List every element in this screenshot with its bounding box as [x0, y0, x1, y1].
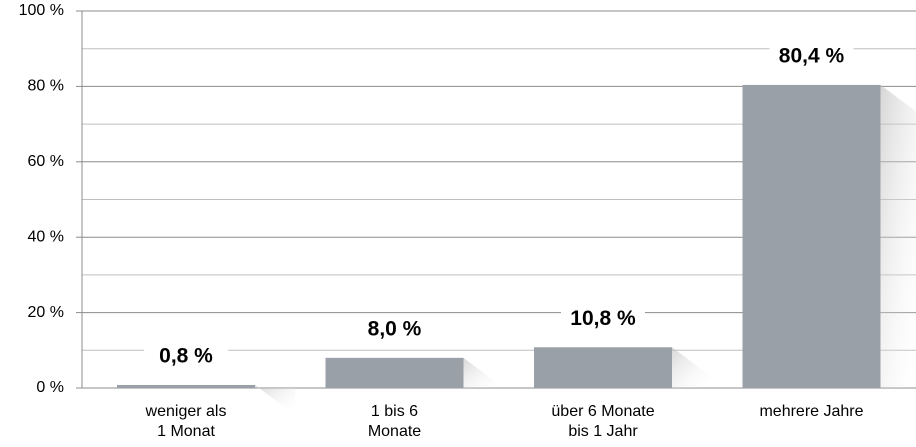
value-label-box [352, 313, 437, 344]
bar [325, 357, 464, 388]
x-tick-label: bis 1 Jahr [568, 423, 638, 440]
bar-shadow [672, 347, 712, 388]
value-label: 80,4 % [779, 44, 845, 67]
y-tick-label: 80 % [28, 78, 64, 95]
x-tick-label: mehrere Jahre [759, 403, 863, 420]
value-label: 10,8 % [570, 307, 636, 330]
value-label-box [769, 40, 854, 71]
bar [742, 84, 881, 388]
y-tick-label: 60 % [28, 153, 64, 170]
bar [117, 384, 255, 388]
x-tick-label: weniger als [145, 403, 227, 420]
y-tick-label: 0 % [36, 379, 64, 396]
bar-shadow [463, 357, 504, 388]
value-label-box [144, 340, 228, 371]
y-tick-label: 40 % [28, 228, 64, 245]
value-label: 0,8 % [159, 345, 213, 368]
x-tick-label: 1 bis 6 [371, 403, 418, 420]
value-label-box [561, 303, 645, 334]
y-tick-label: 100 % [19, 2, 64, 19]
bar-shadow [880, 84, 916, 388]
x-tick-label: Monate [368, 423, 421, 440]
bar [534, 347, 672, 388]
value-label: 8,0 % [368, 317, 422, 340]
y-tick-label: 20 % [28, 304, 64, 321]
bar-shadow [255, 384, 295, 415]
x-tick-label: über 6 Monate [551, 403, 654, 420]
x-tick-label: 1 Monat [157, 423, 215, 440]
